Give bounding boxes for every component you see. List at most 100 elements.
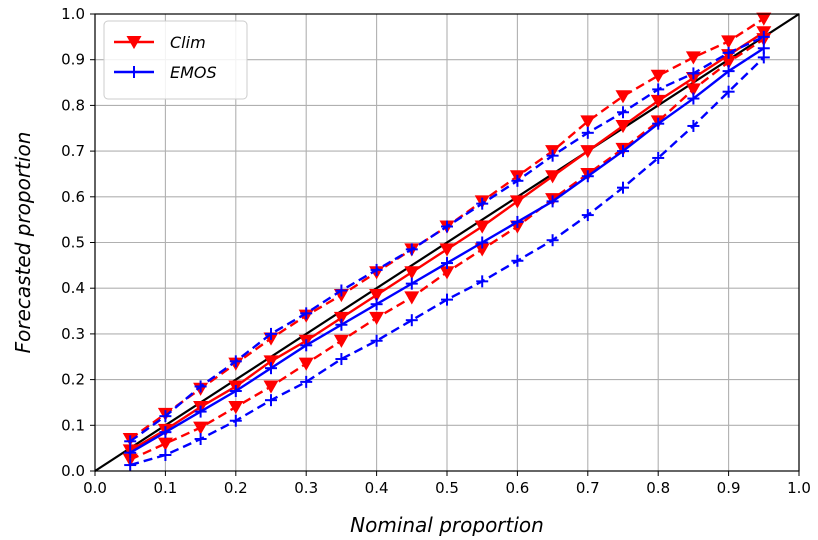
clim-point — [369, 289, 385, 303]
x-tick-label: 0.3 — [294, 479, 318, 497]
emos-point — [335, 318, 348, 331]
clim-point — [474, 220, 490, 234]
series-4-point — [405, 243, 418, 256]
y-tick-label: 0.4 — [61, 279, 85, 297]
series-4-point — [687, 67, 700, 80]
series-2-point — [157, 437, 173, 451]
x-tick-label: 0.4 — [365, 479, 389, 497]
series-4-point — [159, 410, 172, 423]
series-2-point — [721, 55, 737, 70]
series-4-point — [441, 220, 453, 233]
series-5-point — [265, 394, 277, 407]
emos-point — [687, 92, 700, 105]
clim-point — [263, 355, 279, 369]
series-1-point — [756, 12, 772, 26]
series-4-point — [757, 30, 770, 43]
series-4-point — [511, 174, 524, 187]
emos-point — [617, 145, 629, 158]
emos-point — [159, 426, 172, 439]
x-tick-label: 0.2 — [224, 479, 248, 497]
emos-point — [476, 236, 489, 249]
series-5-point — [687, 119, 700, 132]
clim-point — [333, 311, 349, 326]
series-4-point — [229, 355, 242, 368]
legend-clim-marker — [126, 36, 142, 50]
series-5-point — [370, 334, 383, 347]
series-4-point — [476, 197, 489, 210]
emos-point — [652, 117, 665, 130]
series-5-point — [617, 181, 629, 194]
series-4-point — [194, 380, 207, 393]
y-tick-label: 0.1 — [61, 416, 85, 434]
series-5-point — [229, 414, 242, 427]
x-tick-label: 0.5 — [435, 479, 459, 497]
series-1-point — [721, 35, 737, 49]
emos-point — [265, 362, 277, 375]
series-2-point — [263, 380, 279, 394]
clim-point — [404, 266, 420, 280]
legend-emos-marker — [128, 66, 140, 78]
emos-point — [441, 257, 453, 270]
series-1-point — [615, 90, 631, 104]
emos-point — [722, 65, 735, 78]
clim-point — [615, 119, 631, 134]
emos-point — [511, 215, 524, 228]
series-5-point — [652, 151, 665, 164]
legend-emos-label: EMOS — [170, 63, 217, 82]
legend: Clim EMOS — [103, 20, 248, 100]
series-2-point — [439, 266, 455, 280]
series-5-point — [757, 51, 770, 64]
y-tick-label: 0.2 — [61, 371, 85, 389]
y-axis-title: Forecasted proportion — [11, 132, 35, 354]
clim-point — [509, 195, 525, 209]
series-2-point — [474, 243, 490, 257]
y-tick-label: 0.8 — [61, 96, 85, 114]
emos-point — [405, 277, 418, 290]
emos-point — [581, 170, 594, 183]
series-1-point — [580, 115, 596, 129]
y-tick-label: 0.9 — [61, 51, 85, 69]
y-tick-label: 0.5 — [61, 234, 85, 252]
series-2-point — [685, 83, 701, 97]
y-tick-label: 0.3 — [61, 325, 85, 343]
x-tick-label: 0.8 — [646, 479, 670, 497]
series-4-point — [617, 106, 629, 119]
y-tick-label: 0.6 — [61, 188, 85, 206]
x-tick-label: 0.6 — [505, 479, 529, 497]
series-2-point — [193, 421, 209, 435]
x-axis-title: Nominal proportion — [350, 513, 544, 537]
clim-point — [650, 94, 666, 108]
y-tick-label: 0.7 — [61, 142, 85, 160]
emos-point — [300, 339, 313, 352]
emos-point — [194, 405, 207, 418]
series-4-point — [546, 149, 559, 162]
x-tick-label: 0.1 — [153, 479, 177, 497]
series-2-point — [333, 334, 349, 348]
series-5-point — [124, 459, 137, 472]
series-5-point — [581, 209, 594, 222]
series-5-point — [159, 449, 172, 462]
series-1-point — [685, 51, 701, 65]
series-2-point — [298, 357, 314, 371]
legend-box — [103, 20, 248, 100]
reference-diagonal-line — [94, 13, 800, 472]
series-2-point — [404, 291, 420, 305]
series-4-point — [335, 284, 348, 297]
x-tick-label: 0.9 — [717, 479, 741, 497]
series-4-point — [124, 435, 137, 448]
series-2-point — [228, 401, 244, 415]
series-1-point — [650, 69, 666, 83]
y-tick-label: 1.0 — [61, 5, 85, 23]
series-2-point — [369, 311, 385, 326]
emos-point — [370, 298, 383, 311]
series-5-point — [335, 353, 348, 366]
clim-point — [545, 170, 561, 184]
y-tick-label: 0.0 — [61, 462, 85, 480]
series-5-point — [300, 375, 313, 388]
series-4-point — [652, 83, 665, 96]
series-5-point — [441, 293, 453, 306]
series-5-point — [405, 314, 418, 327]
x-tick-label: 1.0 — [787, 479, 811, 497]
series-4-point — [581, 126, 594, 139]
series-4-point — [265, 327, 277, 340]
